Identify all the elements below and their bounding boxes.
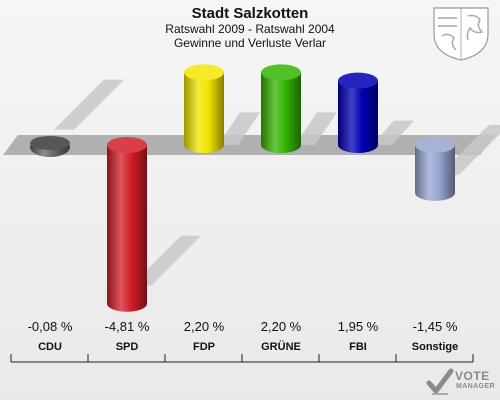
bar-2 — [184, 72, 224, 153]
bar-cap-5 — [415, 137, 455, 153]
category-label-1: SPD — [116, 341, 139, 353]
value-label-3: 2,20 % — [261, 319, 302, 334]
category-label-4: FBI — [349, 341, 367, 353]
category-label-3: GRÜNE — [261, 340, 301, 353]
bar-4 — [338, 80, 378, 153]
bar-3 — [261, 72, 301, 153]
bar-shadow-3 — [295, 112, 337, 145]
vote-manager-logo: VOTE MANAGER — [426, 366, 498, 398]
bar-shadow-0 — [54, 79, 124, 130]
category-label-5: Sonstige — [412, 341, 458, 353]
bar-1 — [107, 145, 147, 312]
value-label-2: 2,20 % — [184, 319, 225, 334]
bar-cap-4 — [338, 72, 378, 89]
bar-shadow-4 — [372, 120, 414, 145]
value-label-0: -0,08 % — [28, 319, 73, 334]
chart-subtitle-2: Gewinne und Verluste Verlar — [173, 36, 327, 50]
bar-shadow-2 — [218, 112, 260, 145]
bar-cap-0 — [30, 136, 70, 150]
chart-header: Stadt Salzkotten Ratswahl 2009 - Ratswah… — [0, 5, 500, 50]
category-label-0: CDU — [38, 341, 62, 353]
bar-5 — [415, 145, 455, 201]
category-label-2: FDP — [193, 341, 215, 353]
value-label-1: -4,81 % — [105, 319, 150, 334]
bar-shadow-1 — [131, 235, 201, 286]
brand-name-line2: MANAGER — [456, 383, 495, 390]
chart-title: Stadt Salzkotten — [191, 5, 309, 22]
value-label-4: 1,95 % — [338, 319, 379, 334]
check-mark-icon — [426, 368, 454, 395]
bar-cap-2 — [184, 64, 224, 81]
value-label-5: -1,45 % — [413, 319, 458, 334]
brand-name-line1: VOTE — [455, 369, 490, 383]
chart-subtitle-1: Ratswahl 2009 - Ratswahl 2004 — [165, 22, 335, 36]
bar-cap-3 — [261, 64, 301, 81]
bar-cap-1 — [107, 137, 147, 153]
coat-of-arms-icon — [433, 7, 489, 61]
